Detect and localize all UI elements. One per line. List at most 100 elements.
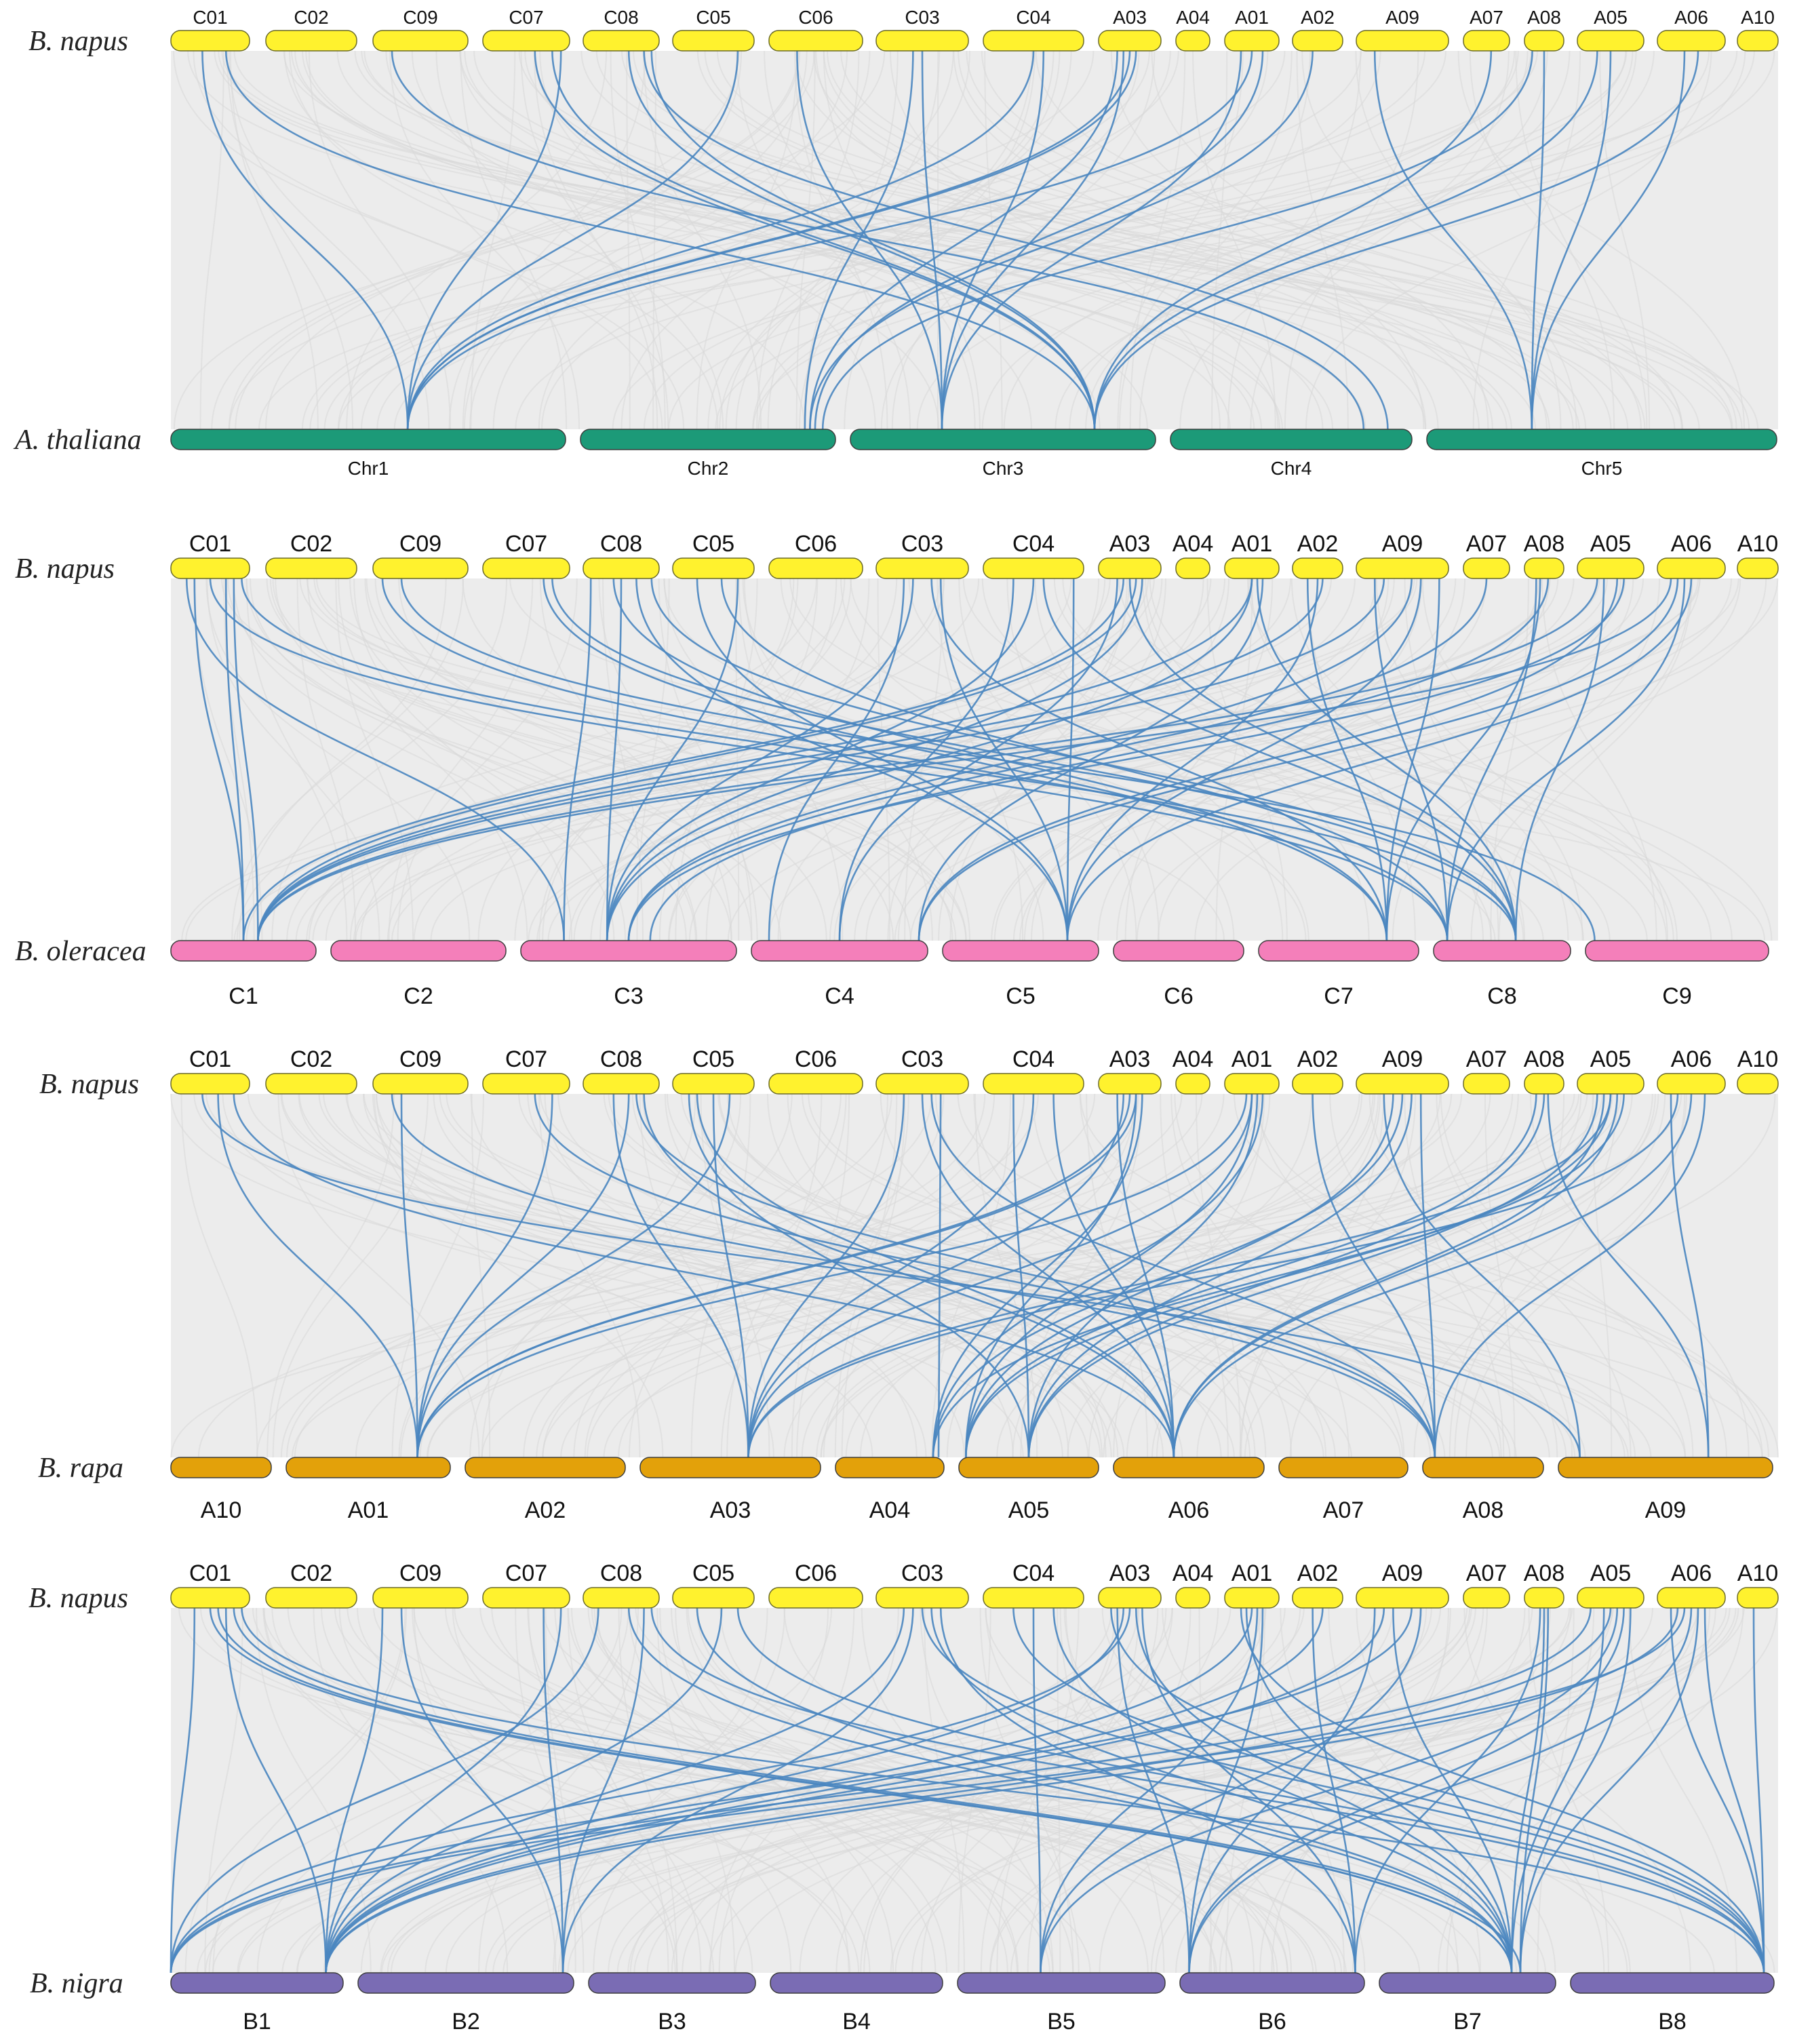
bottom-chromosome-label: B8 bbox=[1658, 2009, 1687, 2035]
top-chromosome-label: A10 bbox=[1737, 1560, 1779, 1586]
top-chromosome-label: A05 bbox=[1590, 1560, 1632, 1586]
top-chromosome-label: C02 bbox=[290, 1046, 332, 1072]
background-link bbox=[586, 1093, 1261, 1458]
background-link bbox=[789, 578, 1611, 941]
synteny-link bbox=[838, 578, 1118, 941]
background-link bbox=[798, 50, 1033, 430]
synteny-link bbox=[233, 1607, 1522, 1973]
background-link bbox=[355, 1093, 1039, 1458]
synteny-link bbox=[325, 1607, 562, 1973]
background-link bbox=[298, 1093, 1324, 1458]
synteny-link bbox=[965, 1093, 1253, 1458]
synteny-link bbox=[627, 578, 1625, 941]
synteny-link bbox=[563, 578, 592, 941]
bottom-chromosome-label: Chr2 bbox=[688, 458, 729, 479]
synteny-link bbox=[796, 50, 943, 430]
background-link bbox=[533, 50, 658, 430]
top-chromosome-C07 bbox=[482, 1587, 570, 1609]
background-link bbox=[542, 1093, 1139, 1458]
background-link bbox=[349, 578, 698, 941]
bottom-chromosome-Chr5 bbox=[1426, 429, 1777, 450]
background-link bbox=[560, 1093, 1622, 1458]
bottom-chromosome-Chr4 bbox=[1170, 429, 1413, 450]
bottom-chromosome-label: B7 bbox=[1453, 2009, 1482, 2035]
bottom-chromosome-label: Chr1 bbox=[348, 458, 389, 479]
top-chromosome-label: A07 bbox=[1466, 1560, 1508, 1586]
top-chromosome-C03 bbox=[875, 30, 969, 52]
top-chromosome-C01 bbox=[170, 1073, 250, 1095]
bottom-chromosome-label: A05 bbox=[1008, 1497, 1050, 1523]
background-link bbox=[816, 1093, 1441, 1458]
top-chromosome-label: A09 bbox=[1385, 7, 1419, 28]
synteny-link bbox=[416, 1093, 1248, 1458]
top-chromosome-C06 bbox=[768, 1587, 863, 1609]
top-chromosome-label: C06 bbox=[795, 531, 837, 557]
synteny-link bbox=[1373, 50, 1533, 430]
synteny-link bbox=[712, 1093, 749, 1458]
synteny-link bbox=[606, 578, 1035, 941]
top-chromosome-A08 bbox=[1524, 30, 1564, 52]
background-link bbox=[840, 50, 1683, 430]
synteny-link bbox=[1383, 1093, 1581, 1458]
synteny-link bbox=[932, 1093, 1143, 1458]
bottom-chromosome-label: B2 bbox=[452, 2009, 480, 2035]
synteny-link bbox=[1066, 578, 1693, 941]
background-link bbox=[796, 1093, 909, 1458]
synteny-link bbox=[921, 50, 943, 430]
synteny-link bbox=[325, 1607, 723, 1973]
background-link bbox=[1027, 1607, 1191, 1973]
background-link bbox=[1392, 578, 1661, 941]
background-link bbox=[1250, 50, 1510, 430]
top-chromosome-A04 bbox=[1175, 30, 1210, 52]
top-chromosome-C06 bbox=[768, 1073, 863, 1095]
background-link bbox=[603, 1093, 1446, 1458]
synteny-link bbox=[768, 578, 905, 941]
background-link bbox=[199, 1607, 1347, 1973]
synteny-link bbox=[965, 1093, 1137, 1458]
background-link bbox=[272, 1093, 429, 1458]
synteny-link bbox=[941, 50, 1242, 430]
background-link bbox=[256, 1093, 1096, 1458]
top-chromosome-label: C01 bbox=[189, 531, 231, 557]
background-link bbox=[1085, 50, 1571, 430]
background-link bbox=[671, 1607, 1167, 1973]
background-link bbox=[528, 578, 1608, 941]
bottom-chromosome-C8 bbox=[1433, 940, 1571, 962]
synteny-link bbox=[534, 50, 1096, 430]
synteny-link bbox=[1703, 1607, 1765, 1973]
background-link bbox=[1012, 578, 1701, 941]
background-link bbox=[700, 1093, 770, 1458]
synteny-link bbox=[1188, 1607, 1625, 1973]
synteny-link bbox=[809, 50, 1314, 430]
synteny-link bbox=[233, 1093, 1175, 1458]
background-link bbox=[841, 1093, 906, 1458]
background-link bbox=[1530, 1093, 1750, 1458]
background-link bbox=[338, 578, 528, 941]
synteny-link bbox=[325, 1607, 384, 1973]
background-link bbox=[1244, 1093, 1776, 1458]
background-link bbox=[777, 578, 1100, 941]
background-link bbox=[1035, 50, 1642, 430]
synteny-link bbox=[918, 578, 1679, 941]
top-species-label: B. napus bbox=[15, 553, 115, 585]
top-chromosome-C03 bbox=[875, 1587, 969, 1609]
bottom-chromosome-A05 bbox=[958, 1457, 1099, 1478]
background-link bbox=[492, 50, 871, 430]
synteny-link bbox=[650, 50, 1096, 430]
background-link bbox=[478, 1607, 639, 1973]
background-link bbox=[542, 1093, 1453, 1458]
background-link bbox=[347, 1093, 1101, 1458]
background-link bbox=[953, 50, 1427, 430]
synteny-link bbox=[325, 1607, 1324, 1973]
top-chromosome-A10 bbox=[1737, 557, 1779, 579]
background-link bbox=[958, 578, 1137, 941]
bottom-chromosome-label: Chr3 bbox=[983, 458, 1024, 479]
top-chromosome-label: A05 bbox=[1590, 1046, 1632, 1072]
bottom-chromosome-label: A07 bbox=[1323, 1497, 1364, 1523]
top-chromosome-C04 bbox=[983, 30, 1084, 52]
top-chromosome-C06 bbox=[768, 30, 863, 52]
background-link bbox=[675, 578, 758, 941]
synteny-link bbox=[257, 578, 1324, 941]
synteny-link bbox=[1547, 1093, 1710, 1458]
background-link bbox=[1289, 1093, 1666, 1458]
